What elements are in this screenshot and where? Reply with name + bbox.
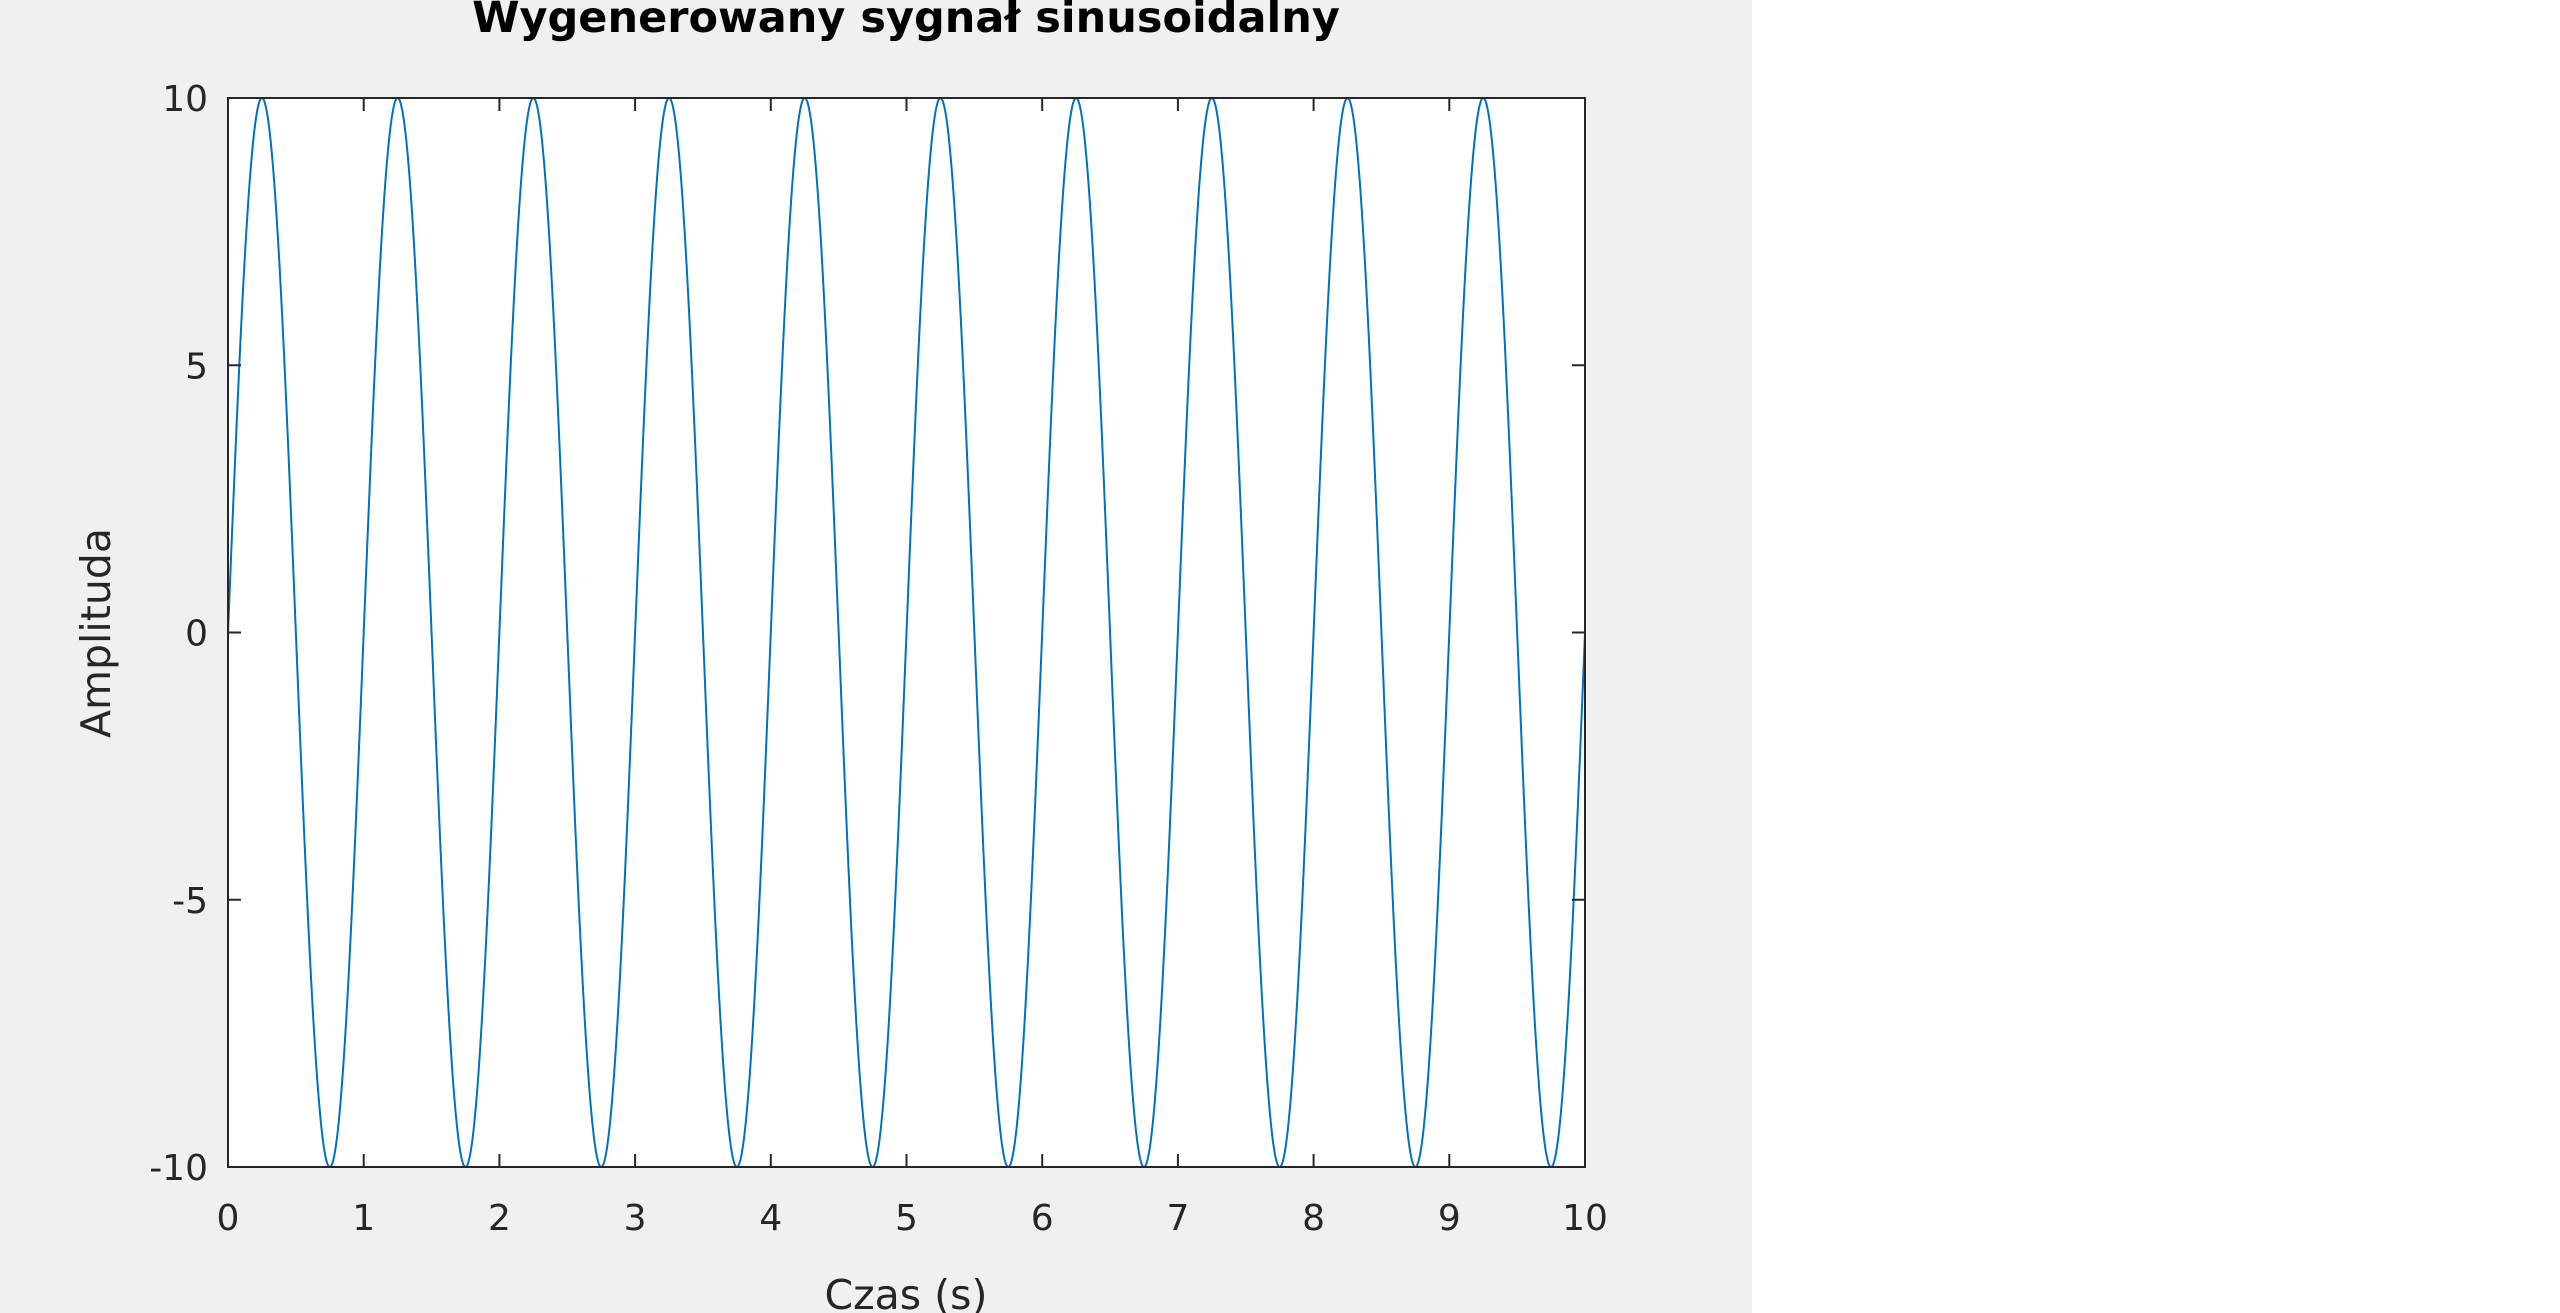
chart-title: Wygenerowany sygnał sinusoidalny	[472, 0, 1340, 43]
x-tick-label-1: 1	[352, 1198, 375, 1239]
x-tick-label-6: 6	[1031, 1198, 1054, 1239]
y-tick-label-0: 10	[162, 79, 208, 120]
x-tick-label-2: 2	[488, 1198, 511, 1239]
y-tick-label-3: -5	[172, 881, 208, 922]
x-tick-label-10: 10	[1562, 1198, 1608, 1239]
x-tick-label-0: 0	[217, 1198, 240, 1239]
y-axis-label: Amplituda	[72, 528, 120, 738]
y-tick-labels: 10 5 0 -5 -10	[149, 79, 208, 1189]
y-tick-label-4: -10	[149, 1148, 208, 1189]
y-tick-label-2: 0	[185, 614, 208, 655]
x-tick-label-8: 8	[1302, 1198, 1325, 1239]
x-tick-label-9: 9	[1438, 1198, 1461, 1239]
tick-marks	[227, 97, 1586, 1168]
x-tick-label-7: 7	[1166, 1198, 1189, 1239]
sine-chart: 0 1 2 3 4 5 6 7 8 9 10 10 5 0 -5 -10 Wygenerowany sygn…	[72, 0, 1608, 1313]
x-tick-labels: 0 1 2 3 4 5 6 7 8 9 10	[217, 1198, 1608, 1239]
y-tick-label-1: 5	[185, 346, 208, 387]
x-tick-label-5: 5	[895, 1198, 918, 1239]
sine-series-line	[227, 96, 1586, 1169]
figure-background: 0 1 2 3 4 5 6 7 8 9 10 10 5 0 -5 -10 Wygenerowany sygn…	[0, 0, 1752, 1313]
x-tick-label-3: 3	[624, 1198, 647, 1239]
x-axis-label: Czas (s)	[824, 1271, 987, 1313]
x-tick-label-4: 4	[759, 1198, 782, 1239]
